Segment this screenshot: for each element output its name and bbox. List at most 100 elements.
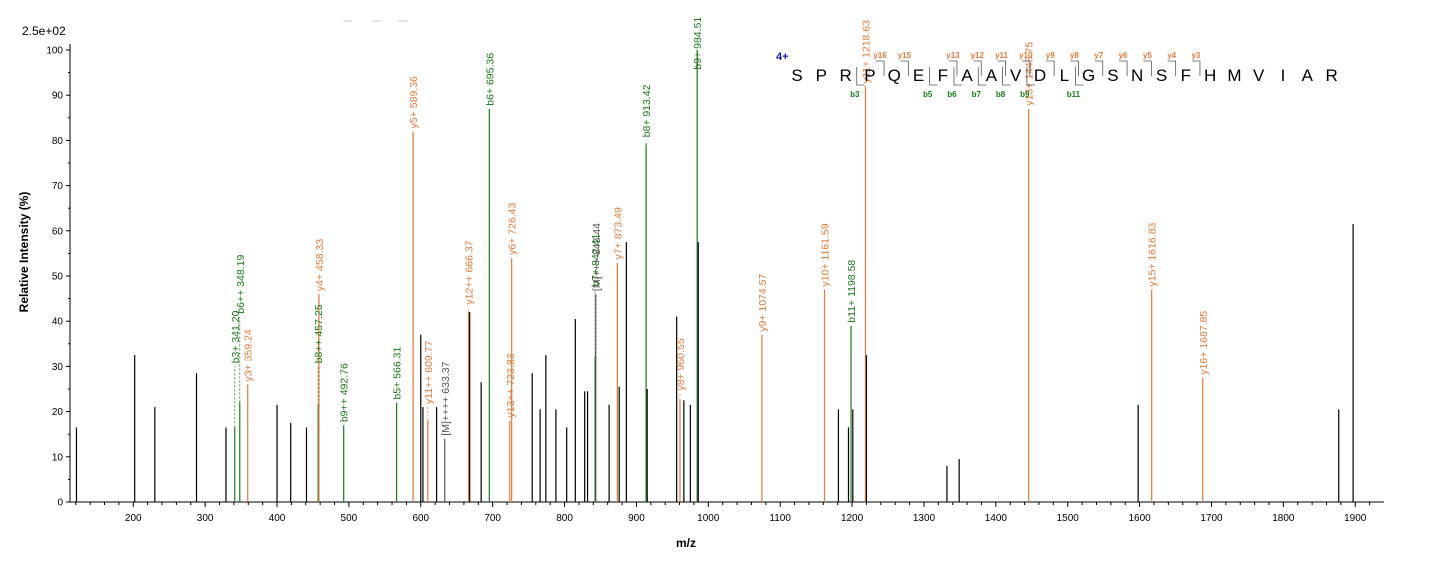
peak-label: y7+ 873.49	[612, 207, 624, 259]
y-ion-bracket	[1046, 60, 1055, 76]
y-ion-mark: y15	[898, 51, 912, 60]
y-ion-bracket	[948, 60, 958, 76]
x-tick-label: 400	[269, 513, 286, 524]
sequence-residue: S	[791, 66, 802, 85]
sequence-residue: N	[1131, 66, 1143, 85]
sequence-residue: S	[1156, 66, 1167, 85]
b-ion-bracket	[929, 67, 938, 86]
y-ion-mark: y8	[1070, 51, 1079, 60]
y-ion-bracket	[973, 60, 982, 76]
x-tick-label: 1800	[1272, 513, 1295, 524]
b-ion-bracket	[1075, 67, 1084, 86]
peak-label: b9+ 984.51	[692, 17, 704, 70]
peak-label: y8+ 960.55	[675, 338, 687, 390]
peak-label: b3+ 341.20	[230, 310, 242, 363]
peak-label: y11++ 609.77	[423, 340, 435, 404]
y-ion-mark: y11	[995, 51, 1008, 60]
x-tick-label: 500	[341, 513, 358, 524]
peak-label: y12++ 666.37	[463, 240, 475, 304]
x-tick-label: 900	[628, 513, 645, 524]
peak-label: y9+ 1074.57	[757, 274, 769, 332]
y-tick-label: 0	[57, 498, 63, 509]
y-tick-label: 40	[52, 317, 64, 328]
x-tick-label: 1700	[1200, 513, 1223, 524]
peak-label: y11+ 1218.63	[860, 20, 872, 83]
y-ion-bracket	[1070, 60, 1079, 76]
peak-label: b8+ 913.42	[641, 84, 653, 137]
b-ion-mark: b6	[947, 90, 957, 99]
x-tick-label: 1500	[1057, 513, 1080, 524]
sequence-residue: V	[1253, 66, 1265, 85]
b-ion-mark: b8	[996, 90, 1006, 99]
sequence-residue: M	[1227, 66, 1241, 85]
peak-label: y13++ 723.83	[505, 353, 517, 417]
y-tick-label: 30	[52, 362, 64, 373]
sequence-residue: A	[986, 66, 998, 85]
b-ion-bracket	[856, 67, 865, 86]
sequence-residue: R	[1325, 66, 1337, 85]
b-ion-bracket	[1026, 67, 1035, 86]
peak-label: b6+ 695.36	[484, 53, 496, 106]
y-ion-bracket	[997, 60, 1006, 76]
sequence-residue: P	[816, 66, 827, 85]
sequence-residue: A	[1302, 66, 1314, 85]
x-tick-label: 1900	[1344, 513, 1367, 524]
x-tick-label: 1000	[697, 513, 720, 524]
sequence-residue: L	[1060, 66, 1069, 85]
peak-label: b11+ 1198.58	[846, 260, 858, 323]
peak-label: y4+ 458.33	[314, 239, 326, 291]
x-tick-label: 1400	[985, 513, 1008, 524]
peak-label: b5+ 566.31	[392, 347, 404, 400]
x-tick-label: 700	[484, 513, 501, 524]
b-ion-mark: b5	[923, 90, 933, 99]
y-ion-mark: y5	[1143, 51, 1152, 60]
y-ion-mark: y4	[1167, 51, 1176, 60]
y-tick-label: 20	[52, 407, 64, 418]
y-ion-bracket	[1021, 60, 1031, 76]
y-tick-label: 60	[52, 226, 64, 237]
sequence-residue: R	[839, 66, 851, 85]
peak-label: y3+ 359.24	[243, 329, 255, 381]
x-tick-label: 1200	[841, 513, 864, 524]
x-tick-label: 1600	[1128, 513, 1151, 524]
y-ion-bracket	[876, 60, 885, 76]
peak-label: y6+ 726.43	[507, 203, 519, 255]
sequence-residue: S	[1107, 66, 1118, 85]
x-tick-label: 1100	[769, 513, 791, 524]
sequence-residue: G	[1082, 66, 1095, 85]
peak-label: [M]+++ 843.44	[591, 223, 603, 291]
sequence-residue: P	[864, 66, 875, 85]
sequence-residue: V	[1010, 66, 1022, 85]
y-tick-label: 80	[52, 136, 64, 147]
peak-label: y16+ 1687.85	[1198, 311, 1210, 375]
x-tick-label: 300	[197, 513, 214, 524]
peak-label: b6++ 348.19	[235, 255, 247, 314]
peak-label: b7+ 842.41	[590, 234, 602, 287]
y-tick-label: 90	[52, 91, 64, 102]
sequence-residue: A	[961, 66, 973, 85]
b-ion-mark: b3	[850, 90, 860, 99]
sequence-residue: H	[1204, 66, 1216, 85]
y-tick-label: 10	[52, 452, 64, 463]
sequence-residue: E	[913, 66, 924, 85]
y-ion-mark: y13	[946, 51, 960, 60]
peak-label: b8++ 457.25	[313, 304, 325, 363]
y-tick-label: 100	[46, 46, 63, 57]
y-ion-bracket	[900, 60, 909, 76]
y-ion-mark: y7	[1094, 51, 1103, 60]
y-tick-label: 50	[52, 272, 64, 283]
peak-label: b9++ 492.76	[339, 363, 351, 422]
peak-label: [M]++++ 633.37	[440, 361, 452, 435]
y-ion-mark: y3	[1191, 51, 1200, 60]
y-tick-label: 70	[52, 181, 64, 192]
sequence-residue: F	[1181, 66, 1191, 85]
peak-label: y5+ 589.36	[408, 76, 420, 128]
y-ion-bracket	[1191, 60, 1201, 76]
b-ion-bracket	[1002, 67, 1011, 86]
y-ion-mark: y12	[971, 51, 985, 60]
chart-axes: 0 10 20 30 40 50 60 70 80 90 100 200 300 400 500 600 700…	[46, 44, 1384, 524]
b-ion-mark: b9	[1020, 90, 1030, 99]
y-ion-mark: y16	[873, 51, 887, 60]
y-ion-mark: y9	[1046, 51, 1055, 60]
